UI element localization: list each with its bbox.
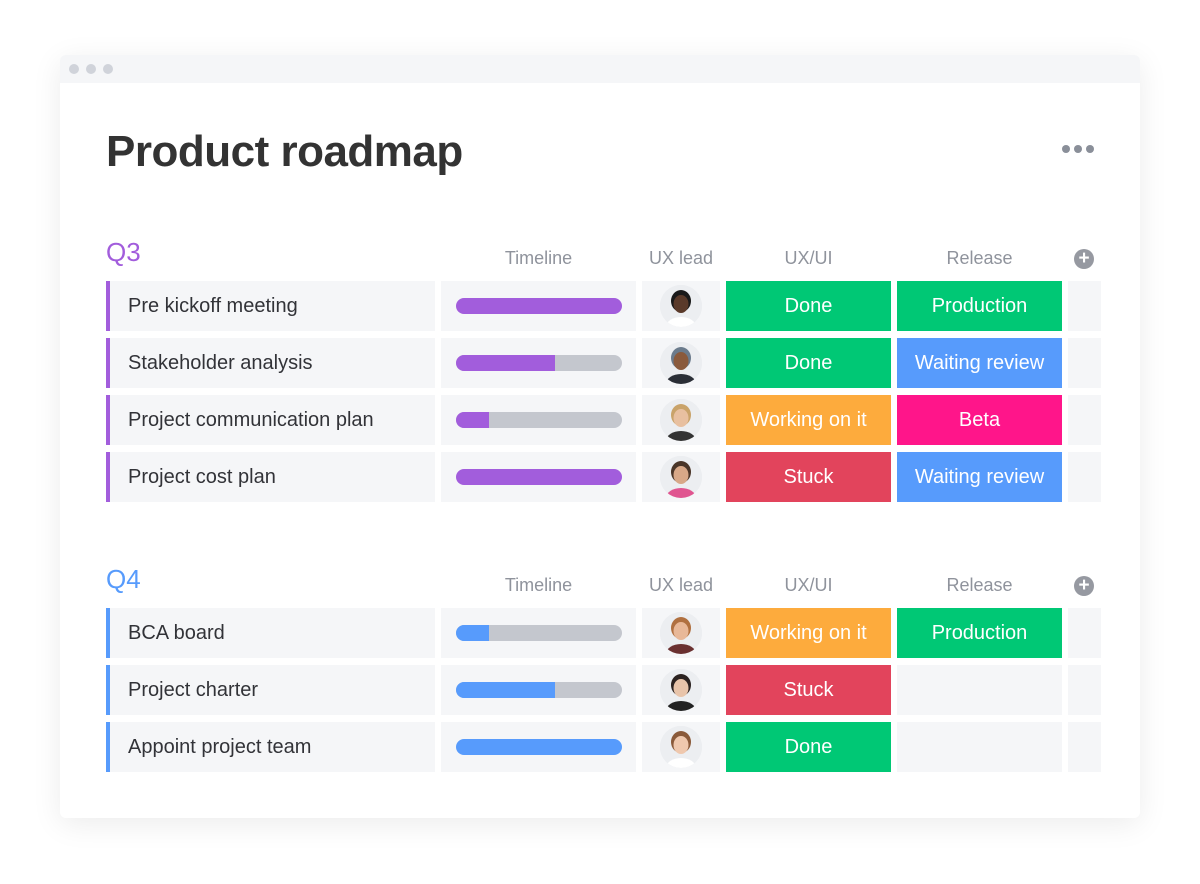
- item-name[interactable]: Project cost plan: [106, 452, 435, 502]
- timeline-cell[interactable]: [441, 281, 636, 331]
- timeline-fill: [455, 412, 489, 428]
- avatar: [660, 342, 702, 384]
- ux-lead-cell[interactable]: [642, 722, 720, 772]
- timeline-fill: [455, 625, 489, 641]
- add-column-button[interactable]: +: [1068, 248, 1101, 269]
- ux-ui-status[interactable]: Stuck: [726, 452, 891, 502]
- avatar: [660, 669, 702, 711]
- group-q4: Q4 Timeline UX lead UX/UI Release + BCA board…: [106, 563, 1101, 779]
- table-row: Stakeholder analysis Done Waiting review: [106, 338, 1101, 388]
- table-row: Project communication plan Working on it…: [106, 395, 1101, 445]
- avatar: [660, 399, 702, 441]
- table-row: BCA board Working on it Production: [106, 608, 1101, 658]
- timeline-bar: [455, 625, 622, 641]
- timeline-cell[interactable]: [441, 665, 636, 715]
- timeline-bar: [455, 739, 622, 755]
- column-header[interactable]: UX lead: [648, 575, 714, 595]
- empty-cell[interactable]: [1068, 452, 1101, 502]
- timeline-fill: [455, 469, 622, 485]
- avatar: [660, 726, 702, 768]
- avatar: [660, 285, 702, 327]
- timeline-fill: [455, 298, 622, 314]
- window-dot-icon: [69, 64, 79, 74]
- timeline-fill: [455, 682, 556, 698]
- group-header: Q3 Timeline UX lead UX/UI Release +: [106, 236, 1101, 281]
- page-title: Product roadmap: [106, 127, 463, 176]
- release-status[interactable]: [897, 722, 1062, 772]
- table-row: Pre kickoff meeting Done Production: [106, 281, 1101, 331]
- timeline-fill: [455, 355, 556, 371]
- timeline-bar: [455, 298, 622, 314]
- column-header[interactable]: Timeline: [504, 575, 573, 595]
- ux-lead-cell[interactable]: [642, 665, 720, 715]
- column-header[interactable]: Timeline: [504, 248, 573, 268]
- item-name[interactable]: BCA board: [106, 608, 435, 658]
- plus-icon: +: [1074, 248, 1094, 269]
- column-header[interactable]: Release: [946, 575, 1013, 595]
- timeline-bar: [455, 682, 622, 698]
- column-header[interactable]: Release: [946, 248, 1013, 268]
- release-status[interactable]: [897, 665, 1062, 715]
- window-dot-icon: [103, 64, 113, 74]
- timeline-cell[interactable]: [441, 395, 636, 445]
- empty-cell[interactable]: [1068, 722, 1101, 772]
- avatar: [660, 612, 702, 654]
- group-header: Q4 Timeline UX lead UX/UI Release +: [106, 563, 1101, 608]
- timeline-cell[interactable]: [441, 722, 636, 772]
- ux-lead-cell[interactable]: [642, 338, 720, 388]
- window-dot-icon: [86, 64, 96, 74]
- empty-cell[interactable]: [1068, 338, 1101, 388]
- timeline-cell[interactable]: [441, 338, 636, 388]
- table-row: Project cost plan Stuck Waiting review: [106, 452, 1101, 502]
- item-name[interactable]: Stakeholder analysis: [106, 338, 435, 388]
- avatar: [660, 456, 702, 498]
- empty-cell[interactable]: [1068, 665, 1101, 715]
- timeline-fill: [455, 739, 622, 755]
- column-header[interactable]: UX lead: [648, 248, 714, 268]
- column-header[interactable]: UX/UI: [784, 248, 833, 268]
- window-titlebar: [60, 55, 1140, 83]
- release-status[interactable]: Production: [897, 281, 1062, 331]
- timeline-cell[interactable]: [441, 452, 636, 502]
- ux-lead-cell[interactable]: [642, 395, 720, 445]
- timeline-bar: [455, 412, 622, 428]
- ux-ui-status[interactable]: Working on it: [726, 395, 891, 445]
- release-status[interactable]: Production: [897, 608, 1062, 658]
- item-name[interactable]: Project charter: [106, 665, 435, 715]
- release-status[interactable]: Waiting review: [897, 338, 1062, 388]
- ux-ui-status[interactable]: Done: [726, 722, 891, 772]
- ux-lead-cell[interactable]: [642, 608, 720, 658]
- add-column-button[interactable]: +: [1068, 575, 1101, 596]
- item-name[interactable]: Pre kickoff meeting: [106, 281, 435, 331]
- item-name[interactable]: Appoint project team: [106, 722, 435, 772]
- ux-ui-status[interactable]: Working on it: [726, 608, 891, 658]
- plus-icon: +: [1074, 575, 1094, 596]
- empty-cell[interactable]: [1068, 608, 1101, 658]
- item-name[interactable]: Project communication plan: [106, 395, 435, 445]
- group-label[interactable]: Q4: [106, 564, 141, 594]
- empty-cell[interactable]: [1068, 395, 1101, 445]
- ux-lead-cell[interactable]: [642, 281, 720, 331]
- board-window: Product roadmap Q3 Timeline UX lead UX/UI Re…: [60, 55, 1140, 818]
- timeline-cell[interactable]: [441, 608, 636, 658]
- release-status[interactable]: Waiting review: [897, 452, 1062, 502]
- ux-ui-status[interactable]: Done: [726, 338, 891, 388]
- table-row: Appoint project team Done: [106, 722, 1101, 772]
- group-q3: Q3 Timeline UX lead UX/UI Release + Pre kicko…: [106, 236, 1101, 509]
- table-row: Project charter Stuck: [106, 665, 1101, 715]
- more-options-icon[interactable]: [1062, 145, 1094, 153]
- release-status[interactable]: Beta: [897, 395, 1062, 445]
- timeline-bar: [455, 469, 622, 485]
- empty-cell[interactable]: [1068, 281, 1101, 331]
- group-label[interactable]: Q3: [106, 237, 141, 267]
- column-header[interactable]: UX/UI: [784, 575, 833, 595]
- ux-ui-status[interactable]: Done: [726, 281, 891, 331]
- ux-lead-cell[interactable]: [642, 452, 720, 502]
- ux-ui-status[interactable]: Stuck: [726, 665, 891, 715]
- timeline-bar: [455, 355, 622, 371]
